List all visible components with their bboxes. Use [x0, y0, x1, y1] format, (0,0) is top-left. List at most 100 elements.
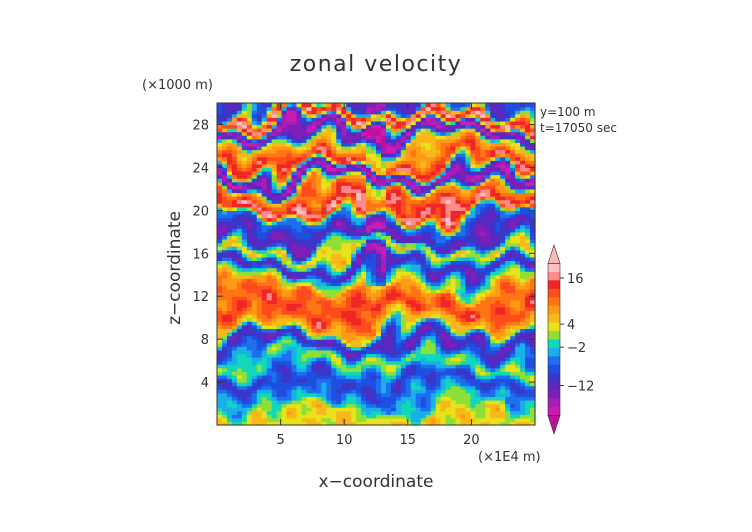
heat-cell — [376, 385, 382, 390]
heat-cell — [251, 306, 258, 312]
heat-cell — [226, 403, 233, 408]
heat-cell — [231, 149, 238, 154]
heat-cell — [465, 353, 472, 358]
heat-cell — [485, 378, 491, 383]
heat-cell — [415, 396, 422, 401]
heat-cell — [321, 264, 327, 269]
heat-cell — [530, 403, 536, 408]
heat-cell — [276, 346, 283, 351]
heat-cell — [256, 357, 263, 362]
heat-cell — [395, 267, 402, 272]
heat-cell — [415, 145, 422, 151]
heat-cell — [475, 156, 481, 161]
heat-cell — [246, 342, 253, 347]
heat-cell — [480, 349, 486, 355]
heat-cell — [425, 167, 432, 172]
heat-cell — [271, 178, 278, 183]
heat-cell — [326, 378, 332, 383]
heat-cell — [440, 242, 447, 247]
heat-cell — [286, 378, 293, 383]
heat-cell — [490, 382, 496, 387]
heat-cell — [490, 303, 496, 308]
heat-cell — [251, 238, 258, 244]
heat-cell — [475, 285, 481, 290]
heat-cell — [321, 160, 327, 165]
heat-cell — [271, 264, 278, 269]
heat-cell — [495, 163, 501, 168]
heat-cell — [276, 271, 283, 276]
heat-cell — [291, 174, 298, 179]
heat-cell — [525, 199, 531, 204]
heat-cell — [420, 153, 427, 158]
heat-cell — [261, 256, 268, 262]
heat-cell — [351, 306, 357, 312]
heat-cell — [385, 181, 392, 186]
heat-cell — [390, 328, 397, 333]
heat-cell — [425, 242, 432, 247]
heat-cell — [217, 289, 223, 294]
heat-cell — [470, 349, 476, 355]
heat-cell — [326, 278, 332, 283]
heat-cell — [445, 399, 452, 405]
heat-cell — [425, 264, 432, 269]
heat-cell — [485, 246, 491, 251]
heat-cell — [217, 364, 223, 369]
heat-cell — [475, 396, 481, 401]
heat-cell — [217, 203, 223, 208]
heat-cell — [445, 382, 452, 387]
heat-cell — [450, 335, 457, 340]
heat-cell — [485, 407, 491, 412]
heat-cell — [351, 210, 357, 215]
heat-cell — [371, 163, 377, 168]
heat-cell — [400, 382, 407, 387]
heat-cell — [490, 199, 496, 204]
heat-cell — [281, 371, 288, 376]
heat-cell — [306, 374, 313, 380]
heat-cell — [321, 396, 327, 401]
heat-cell — [376, 342, 382, 347]
heat-cell — [261, 310, 268, 315]
heat-cell — [505, 206, 511, 211]
heat-cell — [306, 314, 313, 319]
heat-cell — [231, 410, 238, 415]
heat-cell — [475, 231, 481, 236]
heat-cell — [226, 374, 233, 380]
heat-cell — [221, 392, 228, 397]
heat-cell — [415, 306, 422, 312]
heat-cell — [410, 278, 417, 283]
heat-cell — [256, 371, 263, 376]
heat-cell — [470, 417, 476, 423]
heat-cell — [470, 253, 476, 258]
heat-cell — [341, 242, 347, 247]
heat-cell — [326, 364, 332, 369]
heat-cell — [371, 213, 377, 219]
heat-cell — [450, 178, 457, 183]
heat-cell — [341, 410, 347, 415]
heat-cell — [405, 192, 412, 197]
heat-cell — [505, 399, 511, 405]
heat-cell — [256, 156, 263, 161]
heat-cell — [390, 210, 397, 215]
heat-cell — [450, 156, 457, 161]
heat-cell — [425, 360, 432, 365]
heat-cell — [520, 196, 526, 201]
heat-cell — [435, 217, 442, 222]
heat-cell — [376, 199, 382, 204]
heat-cell — [415, 160, 422, 165]
heat-cell — [405, 210, 412, 215]
heat-cell — [371, 249, 377, 254]
heat-cell — [495, 196, 501, 201]
heat-cell — [430, 310, 437, 315]
heat-cell — [520, 246, 526, 251]
heat-cell — [400, 170, 407, 176]
heat-cell — [450, 221, 457, 226]
heat-cell — [460, 249, 467, 254]
heat-cell — [241, 392, 248, 397]
heat-cell — [385, 174, 392, 179]
heat-cell — [495, 224, 501, 229]
heat-cell — [271, 410, 278, 415]
heat-cell — [281, 163, 288, 168]
heat-cell — [336, 382, 342, 387]
heat-cell — [470, 364, 476, 369]
heat-cell — [490, 385, 496, 390]
